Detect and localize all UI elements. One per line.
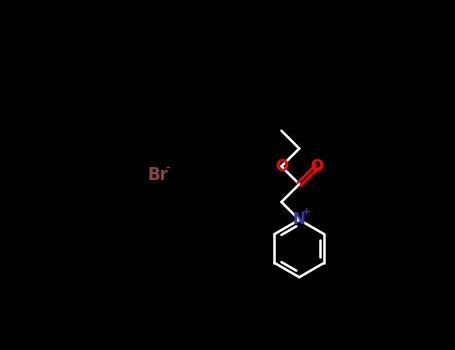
Text: +: + — [302, 207, 312, 217]
Text: -: - — [165, 162, 170, 172]
Text: Br: Br — [147, 166, 168, 184]
Text: O: O — [275, 159, 288, 174]
Text: O: O — [311, 159, 324, 174]
Text: N: N — [293, 212, 306, 227]
